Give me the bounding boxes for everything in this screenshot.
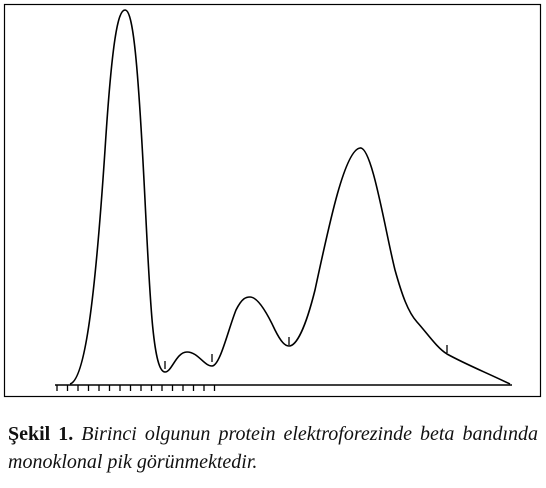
baseline-ticks [56, 385, 216, 391]
caption-label: Şekil 1. [8, 423, 74, 445]
figure [3, 3, 542, 398]
caption: Şekil 1. Birinci olgunun protein elektro… [8, 420, 538, 476]
fraction-markers [164, 337, 448, 369]
electrophoresis-curve [69, 9, 511, 385]
caption-text: Birinci olgunun protein elektroforezinde… [8, 423, 538, 473]
frame [3, 3, 542, 398]
